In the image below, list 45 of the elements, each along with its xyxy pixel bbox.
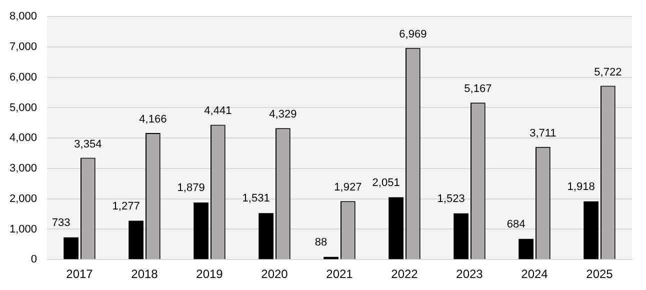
data-label: 4,329 <box>269 108 297 121</box>
y-tick-label: 1,000 <box>9 223 37 236</box>
y-tick-label: 7,000 <box>9 41 37 54</box>
bar <box>388 197 404 260</box>
data-label: 4,441 <box>204 105 232 118</box>
x-tick-label: 2019 <box>196 267 224 282</box>
x-tick-label: 2017 <box>66 267 94 282</box>
bar <box>64 237 78 260</box>
data-label: 4,166 <box>139 114 167 126</box>
x-tick-label: 2021 <box>326 267 354 282</box>
data-label: 5,167 <box>464 83 492 96</box>
y-tick-label: 6,000 <box>9 71 37 84</box>
bar <box>194 202 208 260</box>
data-label: 6,969 <box>399 28 427 40</box>
data-label: 3,711 <box>530 127 556 140</box>
data-label: 1,927 <box>334 182 362 194</box>
bar <box>454 213 468 260</box>
y-tick-label: 8,000 <box>9 10 37 23</box>
bar <box>258 213 274 260</box>
y-tick-label: 4,000 <box>9 132 37 144</box>
x-tick-label: 2020 <box>261 267 288 282</box>
bar <box>324 256 338 260</box>
data-label: 1,531 <box>242 192 270 205</box>
x-tick-label: 2023 <box>456 267 484 282</box>
data-label: 1,918 <box>567 180 595 193</box>
data-label: 2,051 <box>372 176 400 189</box>
data-label: 684 <box>506 218 526 230</box>
y-tick-label: 2,000 <box>9 192 37 205</box>
data-label: 1,277 <box>112 200 140 212</box>
y-tick-label: 5,000 <box>9 102 37 114</box>
x-tick-label: 2022 <box>391 267 418 282</box>
data-label: 3,354 <box>74 138 102 150</box>
x-tick-label: 2025 <box>586 267 614 282</box>
data-label: 5,722 <box>594 66 622 78</box>
data-label: 1,523 <box>437 192 465 205</box>
x-tick-label: 2018 <box>131 267 158 282</box>
bar <box>584 201 598 260</box>
data-label: 88 <box>314 236 328 248</box>
data-label: 733 <box>52 216 70 229</box>
y-tick-label: 3,000 <box>9 162 37 175</box>
y-tick-label: 0 <box>30 254 37 266</box>
bar <box>128 220 144 260</box>
x-tick-label: 2024 <box>521 267 548 282</box>
bar <box>518 238 534 260</box>
data-label: 1,879 <box>177 182 205 194</box>
